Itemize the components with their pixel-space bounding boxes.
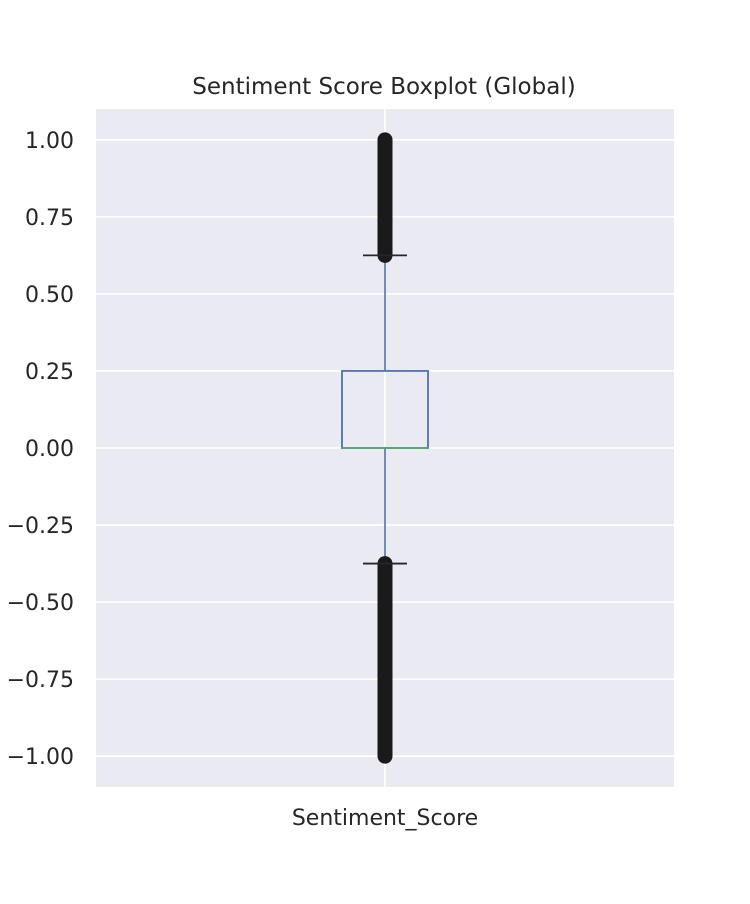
x-axis-ticks: Sentiment_Score: [292, 806, 478, 831]
box-group: [341, 132, 429, 764]
y-tick-label: −1.00: [7, 745, 74, 770]
upper-outliers: [377, 132, 393, 263]
x-tick-label: Sentiment_Score: [292, 806, 478, 831]
chart-title: Sentiment Score Boxplot (Global): [192, 74, 575, 100]
lower-outliers: [377, 556, 393, 764]
y-axis-ticks: 1.00 0.75 0.50 0.25 0.00 −0.25 −0.50 −0.75 −1.00: [7, 129, 74, 770]
y-tick-label: 0.25: [25, 360, 74, 385]
y-tick-label: −0.25: [7, 514, 74, 539]
y-tick-label: 0.50: [25, 283, 74, 308]
y-tick-label: −0.75: [7, 668, 74, 693]
y-tick-label: 0.75: [25, 206, 74, 231]
y-tick-label: 0.00: [25, 437, 74, 462]
y-tick-label: −0.50: [7, 591, 74, 616]
y-tick-label: 1.00: [25, 129, 74, 154]
